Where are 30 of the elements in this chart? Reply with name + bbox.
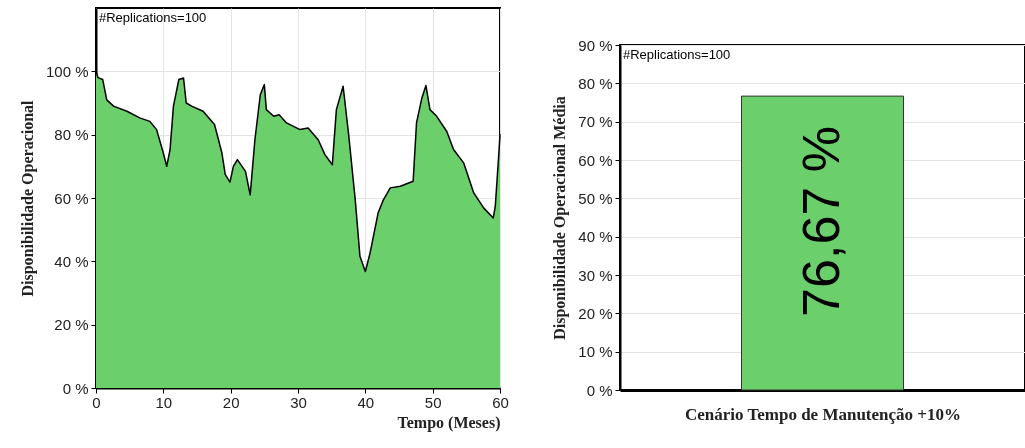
y-tick-label: 60 % bbox=[578, 151, 613, 169]
y-tick-label: 80 % bbox=[54, 126, 89, 144]
y-tick-label: 10 % bbox=[578, 343, 613, 361]
y-tick-label: 80 % bbox=[578, 74, 613, 92]
y-tick-label: 50 % bbox=[578, 189, 613, 207]
y-tick-label: 40 % bbox=[54, 252, 89, 270]
x-tick-label: 50 bbox=[424, 393, 442, 411]
y-tick-label: 70 % bbox=[578, 113, 613, 131]
y-tick-label: 30 % bbox=[578, 266, 613, 284]
y-tick-label: 100 % bbox=[45, 62, 89, 80]
x-tick-label: 60 bbox=[492, 393, 509, 411]
y-tick-label: 60 % bbox=[54, 189, 89, 207]
x-axis-title: Tempo (Meses) bbox=[397, 413, 501, 432]
y-tick-label: 20 % bbox=[578, 304, 613, 322]
annotation: #Replications=100 bbox=[99, 10, 207, 25]
x-axis-title: Cenário Tempo de Manutenção +10% bbox=[684, 404, 962, 424]
annotation: #Replications=100 bbox=[623, 47, 731, 62]
x-tick-label: 0 bbox=[92, 393, 101, 411]
y-axis-title: Disponibilidade Operacional Média bbox=[551, 96, 570, 340]
y-tick-label: 0 % bbox=[586, 381, 613, 399]
y-tick-label: 20 % bbox=[54, 316, 89, 334]
x-tick-label: 40 bbox=[357, 393, 375, 411]
data-label: 76,67 % bbox=[791, 126, 850, 317]
x-tick-label: 10 bbox=[155, 393, 173, 411]
y-tick-label: 90 % bbox=[578, 36, 613, 54]
x-tick-label: 20 bbox=[222, 393, 240, 411]
y-axis-title: Disponibilidade Operacional bbox=[18, 99, 37, 297]
y-tick-label: 40 % bbox=[578, 228, 613, 246]
x-tick-label: 30 bbox=[290, 393, 307, 411]
y-tick-label: 0 % bbox=[62, 379, 89, 397]
